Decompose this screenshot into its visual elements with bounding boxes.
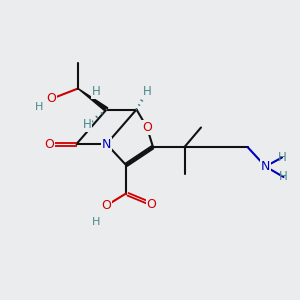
Text: N: N [261,160,270,173]
Text: H: H [278,151,286,164]
Text: H: H [92,217,100,227]
Text: O: O [147,197,156,211]
Text: H: H [82,118,91,131]
Text: H: H [35,101,43,112]
Text: O: O [46,92,56,106]
Text: N: N [102,137,111,151]
Polygon shape [78,88,108,111]
Text: O: O [45,137,54,151]
Text: H: H [142,85,152,98]
Text: O: O [142,121,152,134]
Text: O: O [102,199,111,212]
Text: H: H [279,170,288,184]
Text: H: H [92,85,100,98]
